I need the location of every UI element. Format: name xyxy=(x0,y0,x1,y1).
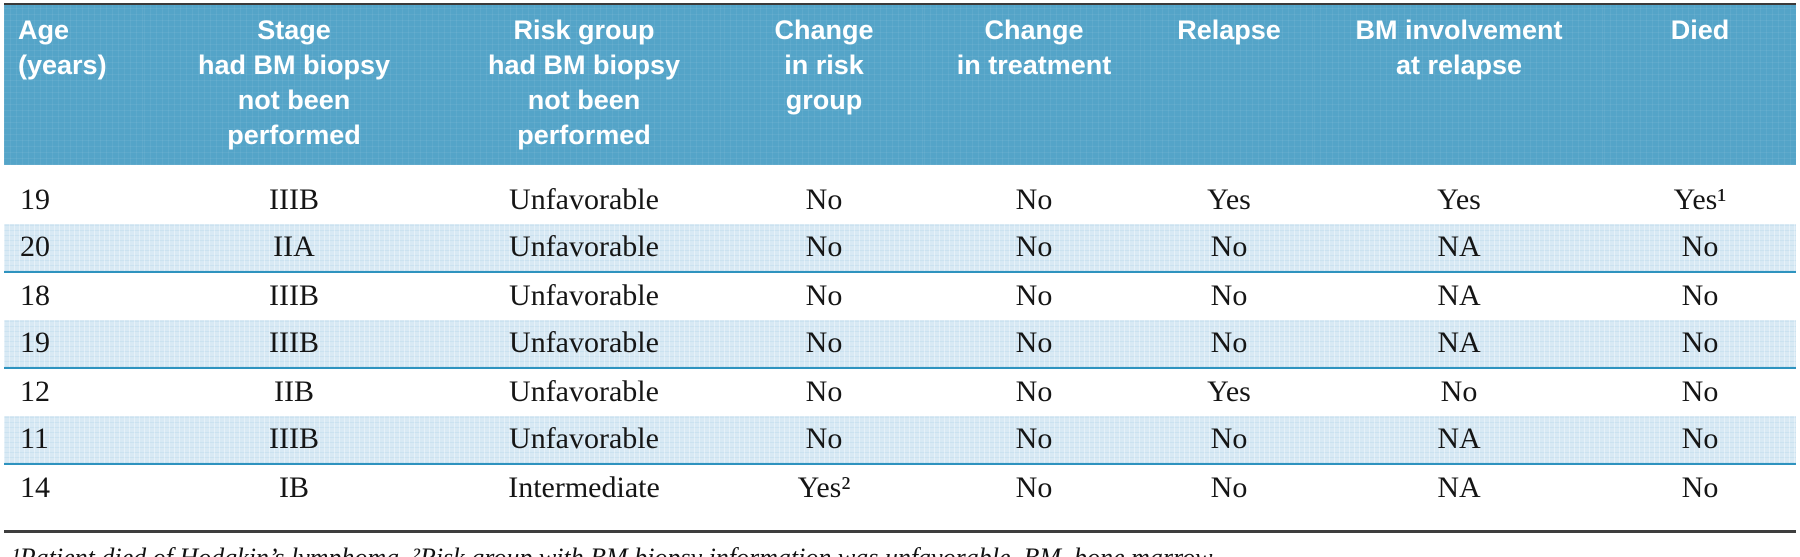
table-cell: Unfavorable xyxy=(509,375,659,408)
table-cell: No xyxy=(1440,375,1478,408)
table-cell: No xyxy=(1015,279,1053,312)
table-cell: No xyxy=(924,416,1144,465)
table-cell: No xyxy=(1604,224,1796,273)
table-cell: Unfavorable xyxy=(509,183,659,216)
table-cell: 19 xyxy=(4,320,144,369)
table-bottom-rule xyxy=(4,530,1796,533)
table-cell: No xyxy=(924,320,1144,369)
table-body: 19 IIIB Unfavorable No No Yes Yes Yes¹ 2… xyxy=(4,165,1796,529)
table-cell: No xyxy=(1604,416,1796,465)
table-row: 20 IIA Unfavorable No No No NA No xyxy=(4,224,1796,273)
table-cell: No xyxy=(1681,375,1719,408)
table-cell: No xyxy=(805,375,843,408)
column-header-stage: Stage had BM biopsy not been performed xyxy=(144,3,444,165)
table-cell: No xyxy=(1144,320,1314,369)
table-cell: Intermediate xyxy=(508,471,660,504)
table-cell: Unfavorable xyxy=(444,224,724,273)
column-header-relapse: Relapse xyxy=(1144,3,1314,165)
table-cell: Yes² xyxy=(797,471,851,504)
table-cell: No xyxy=(1144,416,1314,465)
table-cell: NA xyxy=(1314,224,1604,273)
table-row: 19 IIIB Unfavorable No No Yes Yes Yes¹ xyxy=(4,165,1796,224)
table-cell: Yes¹ xyxy=(1673,183,1727,216)
table-row: 14 IB Intermediate Yes² No No NA No xyxy=(4,464,1796,529)
patient-characteristics-table: Age (years) Stage had BM biopsy not been… xyxy=(4,3,1796,529)
table-cell: No xyxy=(724,320,924,369)
column-header-died: Died xyxy=(1604,3,1796,165)
table-cell: No xyxy=(1681,471,1719,504)
table-cell: IIIB xyxy=(269,183,319,216)
table-cell: No xyxy=(724,224,924,273)
table-cell: Yes xyxy=(1437,183,1481,216)
table-cell: 18 xyxy=(20,279,50,312)
table-cell: IIIB xyxy=(269,279,319,312)
header-row: Age (years) Stage had BM biopsy not been… xyxy=(4,3,1796,165)
footnote: ¹Patient died of Hodgkin’s lymphoma. ²Ri… xyxy=(4,533,1796,557)
table-cell: No xyxy=(1015,375,1053,408)
table-row: 19 IIIB Unfavorable No No No NA No xyxy=(4,320,1796,369)
table-cell: No xyxy=(1604,320,1796,369)
table-row: 12 IIB Unfavorable No No Yes No No xyxy=(4,368,1796,416)
table-cell: No xyxy=(805,279,843,312)
table-cell: No xyxy=(924,224,1144,273)
column-header-risk-group: Risk group had BM biopsy not been perfor… xyxy=(444,3,724,165)
table-cell: 14 xyxy=(20,471,50,504)
table-header: Age (years) Stage had BM biopsy not been… xyxy=(4,3,1796,165)
table-row: 18 IIIB Unfavorable No No No NA No xyxy=(4,272,1796,320)
table-cell: IIIB xyxy=(144,320,444,369)
table-cell: Unfavorable xyxy=(509,279,659,312)
table-cell: 20 xyxy=(4,224,144,273)
column-header-change-treatment: Change in treatment xyxy=(924,3,1144,165)
table-cell: No xyxy=(1210,471,1248,504)
column-header-bm-involvement: BM involvement at relapse xyxy=(1314,3,1604,165)
table-cell: NA xyxy=(1437,279,1481,312)
table-cell: NA xyxy=(1437,471,1481,504)
table-cell: No xyxy=(805,183,843,216)
column-header-change-risk-group: Change in risk group xyxy=(724,3,924,165)
table-cell: Unfavorable xyxy=(444,416,724,465)
column-header-age: Age (years) xyxy=(4,3,144,165)
table-cell: 12 xyxy=(20,375,50,408)
table-cell: No xyxy=(1015,183,1053,216)
table-cell: No xyxy=(1210,279,1248,312)
table-cell: 11 xyxy=(4,416,144,465)
table-cell: Yes xyxy=(1207,375,1251,408)
table-cell: IIB xyxy=(274,375,314,408)
table-cell: Yes xyxy=(1207,183,1251,216)
table-cell: No xyxy=(1015,471,1053,504)
table-cell: NA xyxy=(1314,320,1604,369)
table-cell: IIIB xyxy=(144,416,444,465)
table-cell: NA xyxy=(1314,416,1604,465)
table-cell: No xyxy=(1144,224,1314,273)
table-row: 11 IIIB Unfavorable No No No NA No xyxy=(4,416,1796,465)
table-cell: No xyxy=(1681,279,1719,312)
table-cell: No xyxy=(724,416,924,465)
table-cell: Unfavorable xyxy=(444,320,724,369)
table-cell: 19 xyxy=(20,183,50,216)
table-cell: IIA xyxy=(144,224,444,273)
table-cell: IB xyxy=(279,471,309,504)
